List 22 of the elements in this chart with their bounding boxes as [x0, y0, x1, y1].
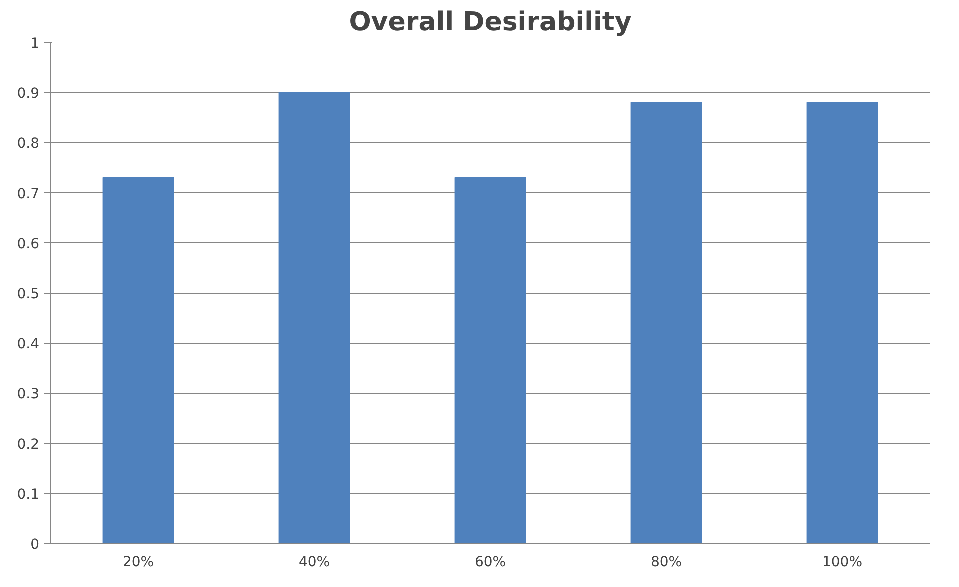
y-tick-label: 1	[30, 36, 40, 52]
bar	[102, 177, 174, 544]
y-tick-label: 0.4	[17, 336, 40, 353]
bar	[278, 92, 350, 544]
bar	[630, 102, 702, 544]
y-tick-label: 0.5	[17, 286, 40, 302]
x-tick-label: 20%	[122, 554, 154, 570]
y-tick-label: 0.2	[17, 436, 40, 453]
y-tick-label: 0.1	[17, 486, 40, 503]
x-tick-label: 40%	[298, 554, 330, 570]
x-tick-label: 80%	[650, 554, 682, 570]
bar	[454, 177, 526, 544]
y-tick-label: 0.6	[17, 236, 40, 252]
y-tick-label: 0.9	[17, 86, 40, 102]
y-tick-label: 0.7	[17, 186, 40, 202]
y-tick-label: 0.8	[17, 136, 40, 152]
x-tick-label: 60%	[474, 554, 506, 570]
bar	[806, 102, 878, 544]
y-tick-label: 0	[30, 537, 40, 553]
x-tick-label: 100%	[822, 554, 863, 570]
chart-title: Overall Desirability	[349, 8, 632, 38]
y-tick-label: 0.3	[17, 386, 40, 403]
